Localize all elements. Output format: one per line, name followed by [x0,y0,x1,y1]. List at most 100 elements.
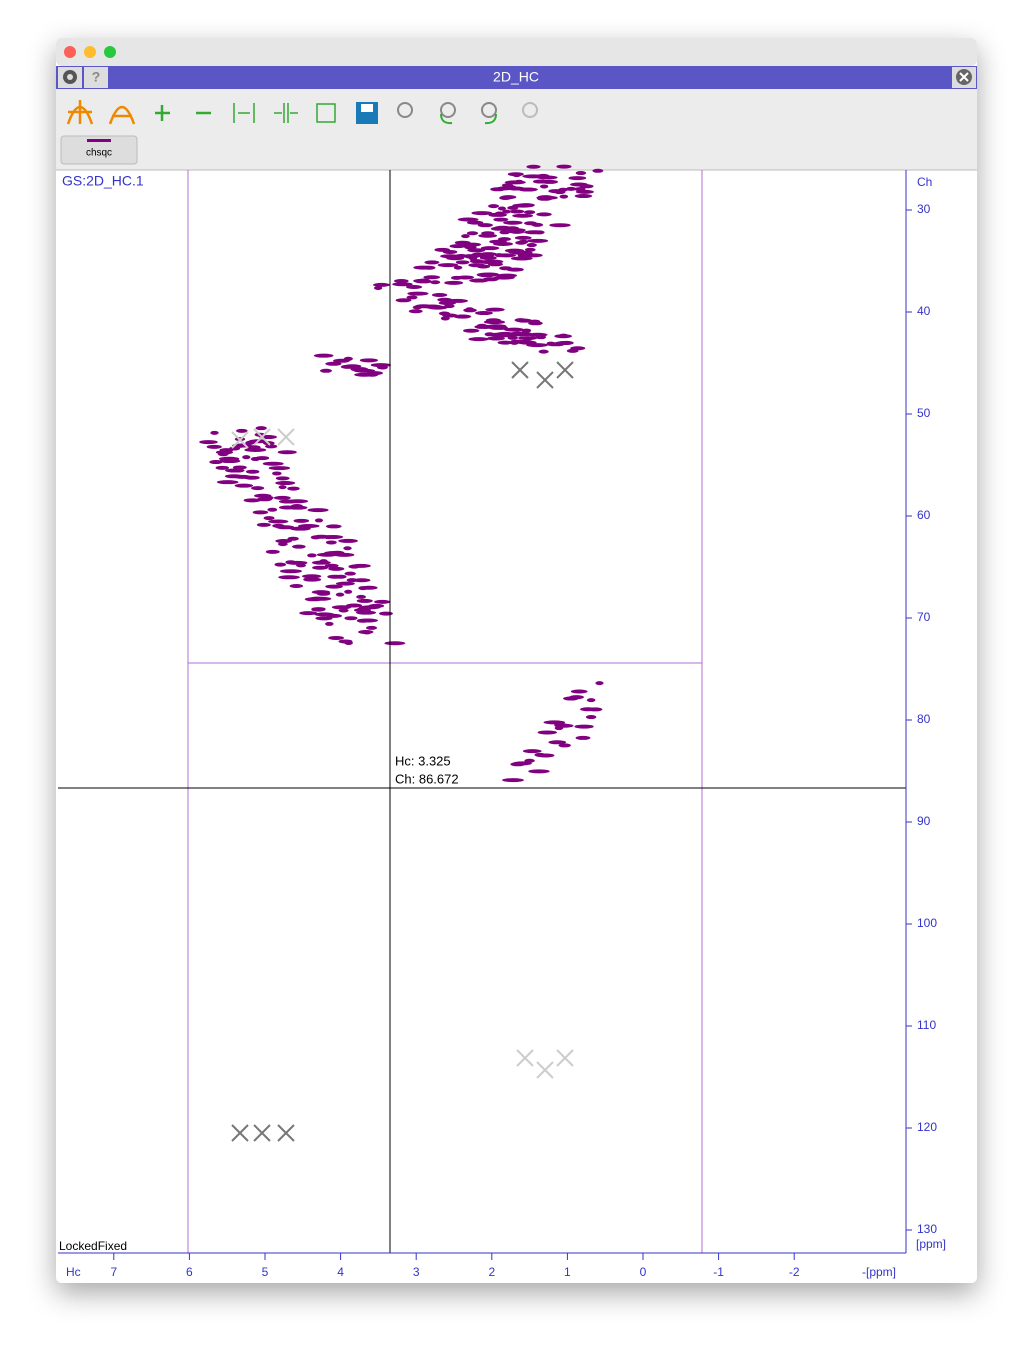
close-button[interactable] [64,46,76,58]
window [56,38,977,1283]
peak [335,592,345,597]
peak [509,229,525,234]
peak [236,428,248,433]
peak [314,612,335,617]
peak [307,508,329,513]
peak [466,231,479,236]
peak [469,278,489,283]
x-axis-label: Hc [66,1265,81,1279]
peak [307,553,317,558]
peak [536,212,552,217]
redo-zoom-icon[interactable] [481,102,497,118]
peak [493,275,515,280]
cursor-c-readout: Ch: 86.672 [395,771,459,786]
minimize-button[interactable] [84,46,96,58]
peak [405,284,423,289]
peak [512,213,534,218]
peak [356,598,373,603]
fit-width-icon[interactable] [233,103,255,123]
peak [595,681,604,686]
peak [242,455,251,460]
peak [210,430,219,435]
peak [518,336,538,341]
peak [406,295,418,300]
peak [344,571,356,576]
close-x [959,72,969,82]
peak [570,346,586,351]
peak [442,313,458,318]
peak [438,300,457,305]
peak [463,328,480,333]
peak [328,566,345,571]
peak [278,499,299,504]
peak [558,187,568,192]
peak [431,293,448,298]
peak [354,372,375,377]
peak [358,618,379,623]
peak [273,495,291,500]
peak [570,689,588,694]
peak [505,226,520,231]
peak [509,209,525,214]
y-tick-label: 90 [917,814,931,828]
peak-pick-icon[interactable] [66,100,94,125]
peak [440,316,450,321]
peak [440,254,460,259]
help-button[interactable] [84,67,108,88]
peak [497,206,507,211]
peak [301,574,322,579]
peak [537,730,558,735]
peak [275,539,293,544]
peak [527,332,548,337]
peak [413,265,434,270]
peak [558,333,569,338]
x-tick-label: 6 [186,1265,193,1279]
peak [434,247,451,252]
peak [534,752,546,757]
peak [585,715,597,720]
dataset-button[interactable] [60,135,138,165]
peak [314,518,324,523]
y-tick-label: 130 [917,1222,937,1236]
zoom-in-icon[interactable] [155,105,170,121]
peak [474,311,493,316]
peak [215,450,234,455]
y-axis-unit: [ppm] [916,1237,946,1251]
peak [543,720,566,725]
toolbar-icons [66,100,336,125]
peak [243,498,261,503]
peak [312,565,329,570]
peak [588,707,603,712]
peak [538,349,549,354]
peak [275,476,290,481]
peak [338,538,358,543]
peak [407,291,429,296]
overlap-marker [556,361,574,379]
zoom-reset-icon[interactable] [522,102,538,118]
peak [507,205,519,210]
peak [497,340,513,345]
peak [546,341,556,346]
zoom-icon[interactable] [397,102,413,118]
peak [262,461,284,466]
x-tick-label: 4 [337,1265,344,1279]
zoom-button[interactable] [104,46,116,58]
undo-zoom-icon[interactable] [440,102,456,118]
overlap-marker [231,1124,249,1142]
peak [218,459,241,464]
fit-all-icon[interactable] [316,103,336,123]
peak [522,174,545,179]
peak [476,264,491,269]
peak [461,254,481,259]
peak [499,195,512,200]
center-icon[interactable] [274,103,298,123]
x-axis-end-label: -[ppm] [862,1265,896,1279]
peak [255,456,270,461]
peak [528,769,550,774]
peak [265,549,280,554]
peak [518,239,529,244]
peak [463,308,477,313]
integrate-icon[interactable] [108,105,136,125]
peak [504,180,526,185]
